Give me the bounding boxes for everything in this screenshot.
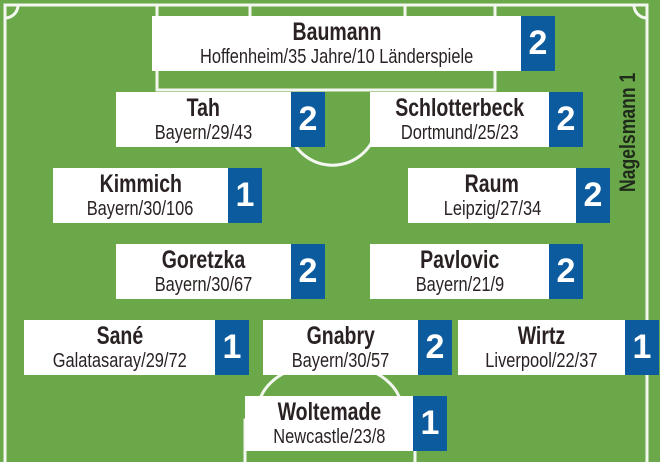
player-name: Goretzka [161, 246, 246, 274]
player-card-gnabry: Gnabry Bayern/30/57 2 [263, 320, 452, 375]
player-info: Hoffenheim/35 Jahre/10 Länderspiele [199, 46, 474, 68]
grade-badge: 2 [291, 244, 325, 299]
grade-badge: 1 [228, 168, 262, 223]
player-info: Bayern/29/43 [154, 122, 253, 144]
player-card-woltemade: Woltemade Newcastle/23/8 1 [245, 396, 447, 451]
player-card-wirtz: Wirtz Liverpool/22/37 1 [458, 320, 659, 375]
player-card-schlotterbeck: Schlotterbeck Dortmund/25/23 2 [370, 92, 583, 147]
player-info: Galatasaray/29/72 [52, 350, 187, 372]
grade-badge: 2 [576, 168, 610, 223]
player-name: Schlotterbeck [395, 94, 524, 122]
grade-badge: 1 [413, 396, 447, 451]
grade-badge: 2 [418, 320, 452, 375]
player-info: Liverpool/22/37 [485, 350, 598, 372]
player-card-tah: Tah Bayern/29/43 2 [116, 92, 325, 147]
player-name: Sané [96, 322, 143, 350]
player-name: Baumann [292, 18, 381, 46]
player-info: Bayern/30/57 [291, 350, 390, 372]
grade-badge: 2 [521, 16, 555, 71]
player-info: Bayern/30/67 [154, 274, 253, 296]
grade-badge: 2 [291, 92, 325, 147]
player-card-goretzka: Goretzka Bayern/30/67 2 [116, 244, 325, 299]
grade-badge: 1 [625, 320, 659, 375]
grade-badge: 1 [215, 320, 249, 375]
player-name: Tah [186, 94, 221, 122]
player-card-sane: Sané Galatasaray/29/72 1 [24, 320, 249, 375]
player-name: Pavlovic [419, 246, 500, 274]
player-name: Raum [464, 170, 520, 198]
player-card-pavlovic: Pavlovic Bayern/21/9 2 [370, 244, 583, 299]
player-card-kimmich: Kimmich Bayern/30/106 1 [53, 168, 262, 223]
player-card-raum: Raum Leipzig/27/34 2 [408, 168, 610, 223]
player-info: Bayern/30/106 [87, 198, 194, 220]
player-info: Dortmund/25/23 [400, 122, 519, 144]
player-info: Bayern/21/9 [415, 274, 504, 296]
grade-badge: 2 [549, 244, 583, 299]
player-card-baumann: Baumann Hoffenheim/35 Jahre/10 Länderspie… [152, 16, 555, 71]
player-info: Leipzig/27/34 [443, 198, 541, 220]
player-name: Woltemade [277, 398, 381, 426]
player-info: Newcastle/23/8 [272, 426, 386, 448]
coach-label: Nagelsmann 1 [615, 72, 640, 192]
player-name: Wirtz [517, 322, 566, 350]
grade-badge: 2 [549, 92, 583, 147]
player-name: Kimmich [99, 170, 182, 198]
player-name: Gnabry [306, 322, 375, 350]
